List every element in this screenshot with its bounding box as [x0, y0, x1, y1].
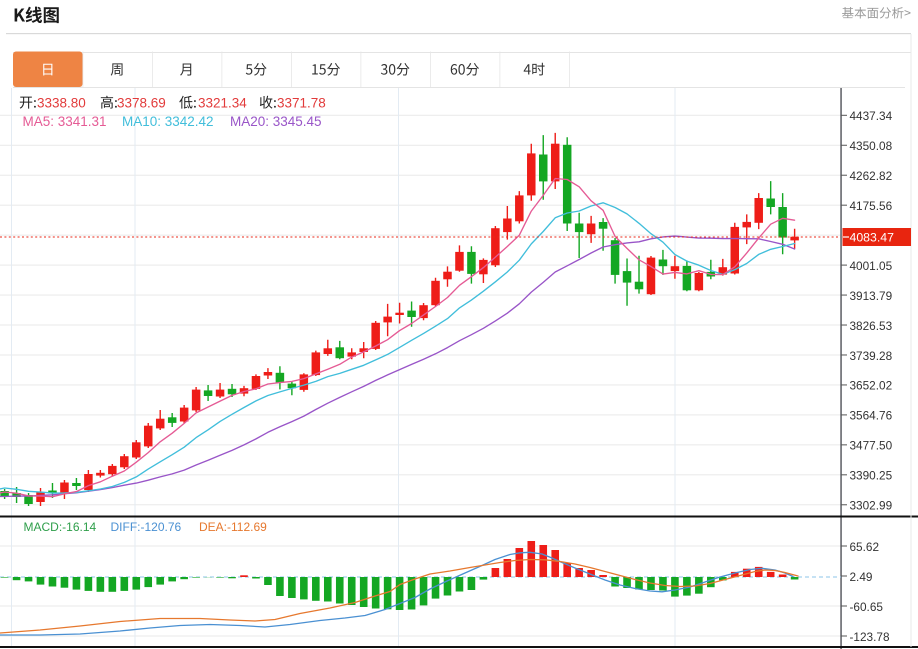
svg-text:3739.28: 3739.28 — [850, 349, 893, 363]
svg-text:3652.02: 3652.02 — [850, 379, 893, 393]
svg-text:3390.25: 3390.25 — [850, 469, 893, 483]
svg-text:4175.56: 4175.56 — [850, 199, 893, 213]
svg-text:-60.65: -60.65 — [850, 600, 884, 614]
svg-text:MACD:-16.14: MACD:-16.14 — [24, 520, 97, 534]
svg-text:3826.53: 3826.53 — [850, 319, 893, 333]
svg-text:MA20: 3345.45: MA20: 3345.45 — [230, 114, 322, 129]
svg-text:4083.47: 4083.47 — [850, 231, 895, 245]
svg-text:MA5: 3341.31: MA5: 3341.31 — [23, 114, 107, 129]
svg-text:3477.50: 3477.50 — [850, 439, 893, 453]
svg-text:3371.78: 3371.78 — [277, 96, 326, 111]
svg-text:2.49: 2.49 — [850, 570, 873, 584]
svg-text:4437.34: 4437.34 — [850, 109, 893, 123]
svg-text:3913.79: 3913.79 — [850, 289, 893, 303]
svg-text:-123.78: -123.78 — [850, 630, 890, 644]
svg-text:3302.99: 3302.99 — [850, 499, 893, 513]
svg-text:4262.82: 4262.82 — [850, 169, 893, 183]
svg-text:DIFF:-120.76: DIFF:-120.76 — [111, 520, 182, 534]
svg-text:4001.05: 4001.05 — [850, 259, 893, 273]
svg-text:DEA:-112.69: DEA:-112.69 — [199, 520, 267, 534]
svg-text:3378.69: 3378.69 — [117, 96, 166, 111]
svg-text:65.62: 65.62 — [850, 540, 880, 554]
svg-text:MA10: 3342.42: MA10: 3342.42 — [122, 114, 214, 129]
svg-text:3338.80: 3338.80 — [37, 96, 86, 111]
svg-text:3564.76: 3564.76 — [850, 409, 893, 423]
svg-text:4350.08: 4350.08 — [850, 139, 893, 153]
svg-text:3321.34: 3321.34 — [198, 96, 247, 111]
